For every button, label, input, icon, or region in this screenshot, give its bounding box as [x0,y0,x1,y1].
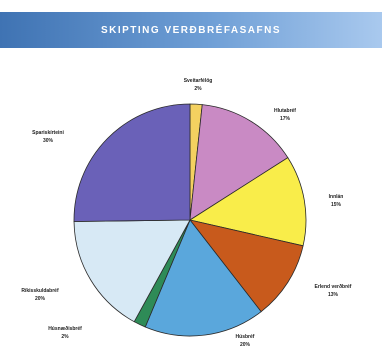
pie-slice [73,103,191,222]
slice-value-label: 17% [280,116,291,122]
slice-label: Hlutabréf [274,108,296,114]
slice-value-label: 20% [35,296,46,302]
chart-title-banner: SKIPTING VERÐBRÉFASAFNS [0,12,382,48]
pie-slice [189,104,289,221]
slice-label: Húsnæðisbréf [48,325,82,332]
slice-value-label: 2% [194,86,202,92]
slice-value-label: 15% [331,202,342,208]
chart-title: SKIPTING VERÐBRÉFASAFNS [100,24,282,36]
slice-label: Ríkisskuldabréf [21,288,59,294]
pie-slice [188,157,307,247]
slice-value-label: 30% [43,138,54,144]
pie-slice [144,219,262,337]
pie-slice [188,219,304,313]
pie-slice [73,219,191,323]
slice-label: Spariskírteini [32,130,64,136]
slice-label: Innlán [329,194,344,200]
slice-value-label: 20% [240,342,251,348]
slice-value-label: 2% [61,334,69,340]
slice-label: Húsbréf [236,334,255,340]
pie-labels: Sveitarfélög 2% Hlutabréf 17% Innlán 15% Erlen… [21,78,351,348]
pie-slices [73,103,307,337]
slice-label: Sveitarfélög [184,78,213,84]
slice-label: Erlend verðbréf [315,283,352,290]
slice-value-label: 13% [328,292,339,298]
